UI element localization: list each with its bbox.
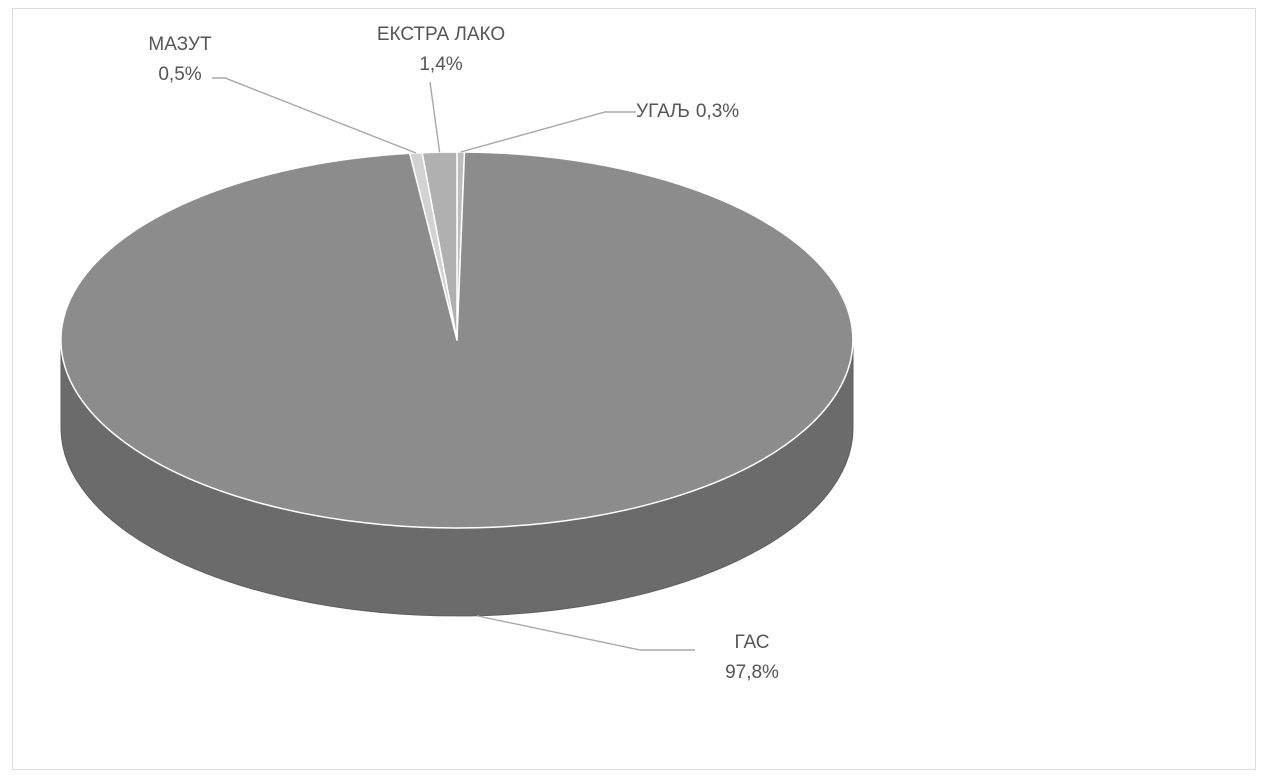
leader-line-3 bbox=[429, 81, 441, 153]
leader-lines bbox=[212, 77, 695, 651]
label-category-ekstra-lako: ЕКСТРА ЛАКО bbox=[377, 24, 505, 45]
leader-line-1 bbox=[476, 615, 695, 651]
label-value-gas: 97,8% bbox=[725, 662, 779, 683]
data-labels: МАЗУТ 0,5% ЕКСТРА ЛАКО 1,4% УГАЉ 0,3% ГАС… bbox=[148, 24, 779, 683]
label-value-ugalj: 0,3% bbox=[696, 101, 739, 122]
leader-line-2 bbox=[212, 77, 417, 154]
label-category-mazut: МАЗУТ bbox=[148, 34, 212, 55]
leader-line-0 bbox=[460, 111, 636, 153]
label-category-ugalj: УГАЉ 0,3% bbox=[636, 101, 739, 122]
label-value-ekstra-lako: 1,4% bbox=[419, 54, 462, 75]
pie-top-face bbox=[60, 151, 854, 529]
label-category-ugalj-text: УГАЉ bbox=[636, 101, 690, 122]
label-category-gas: ГАС bbox=[735, 632, 770, 653]
label-value-mazut: 0,5% bbox=[158, 64, 201, 85]
